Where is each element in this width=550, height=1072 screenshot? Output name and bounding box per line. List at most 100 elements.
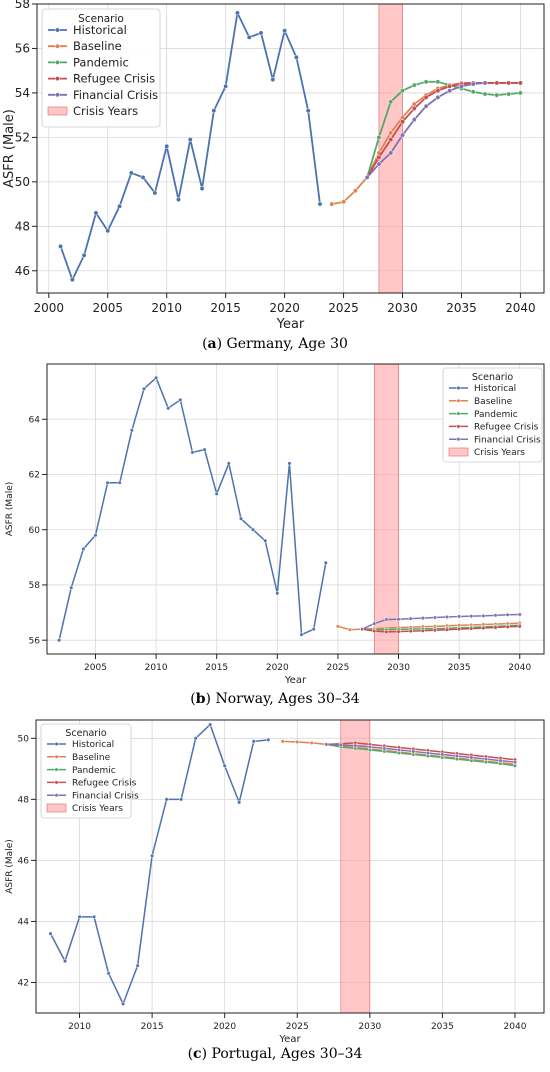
legend-marker-refugee-crisis xyxy=(456,424,461,429)
data-point-refugee-crisis xyxy=(469,626,474,631)
legend-marker-financial-crisis xyxy=(54,793,59,798)
y-tick-label: 44 xyxy=(18,918,30,928)
caption-text: ) Portugal, Ages 30–34 xyxy=(202,1046,363,1062)
data-point-historical xyxy=(141,386,147,391)
data-point-historical xyxy=(58,243,64,249)
legend-swatch-crisis-years xyxy=(47,106,68,116)
data-point-historical xyxy=(48,931,53,936)
legend-marker-historical xyxy=(55,27,60,33)
data-point-historical xyxy=(263,538,268,543)
figure-caption: (a) Germany, Age 30 xyxy=(202,336,348,352)
data-point-historical xyxy=(251,527,256,532)
x-axis-title: Year xyxy=(278,1034,301,1045)
data-point-financial-crisis xyxy=(425,750,430,756)
data-point-baseline xyxy=(335,624,340,629)
legend-label-baseline: Baseline xyxy=(73,39,122,53)
y-tick-label: 58 xyxy=(15,0,30,11)
data-point-baseline xyxy=(329,201,335,207)
x-tick-label: 2015 xyxy=(141,1022,164,1032)
data-point-refugee-crisis xyxy=(447,83,453,89)
data-point-historical xyxy=(258,30,264,36)
data-point-historical xyxy=(62,959,68,964)
data-point-historical xyxy=(57,638,62,643)
y-tick-label: 60 xyxy=(29,526,41,536)
data-point-baseline xyxy=(341,199,347,205)
data-point-financial-crisis xyxy=(454,753,459,759)
data-point-historical xyxy=(266,737,271,742)
data-point-historical xyxy=(154,375,159,380)
data-point-refugee-crisis xyxy=(411,106,417,111)
data-point-historical xyxy=(164,797,169,802)
data-point-historical xyxy=(117,480,122,485)
caption-text: ) Norway, Ages 30–34 xyxy=(206,691,360,707)
y-tick-label: 52 xyxy=(15,131,30,145)
data-point-refugee-crisis xyxy=(420,628,425,633)
plot-frame xyxy=(35,719,545,1014)
data-point-financial-crisis xyxy=(517,612,522,617)
data-point-historical xyxy=(129,428,134,433)
legend-marker-historical xyxy=(54,741,59,747)
x-tick-label: 2005 xyxy=(92,301,123,315)
data-point-historical xyxy=(305,108,311,114)
data-point-financial-crisis xyxy=(372,621,377,626)
data-point-financial-crisis xyxy=(396,617,401,622)
legend-marker-pandemic xyxy=(456,411,461,416)
data-point-financial-crisis xyxy=(469,755,474,760)
x-tick-label: 2035 xyxy=(431,1022,454,1032)
legend-label-crisis-years: Crisis Years xyxy=(72,804,123,814)
data-point-historical xyxy=(92,914,97,919)
x-tick-label: 2005 xyxy=(84,663,107,673)
data-point-pandemic xyxy=(512,763,518,768)
data-point-historical xyxy=(81,252,87,258)
legend-label-historical: Historical xyxy=(72,740,114,750)
data-point-historical xyxy=(93,210,99,216)
data-point-historical xyxy=(77,914,82,919)
data-point-pandemic xyxy=(423,79,429,85)
legend-title: Scenario xyxy=(472,372,513,383)
data-point-historical xyxy=(208,722,213,727)
data-point-refugee-crisis xyxy=(457,627,462,632)
caption-text: ) Germany, Age 30 xyxy=(217,336,348,352)
y-tick-label: 48 xyxy=(15,220,30,234)
legend-title: Scenario xyxy=(78,13,124,25)
data-point-refugee-crisis xyxy=(481,625,486,631)
data-point-historical xyxy=(135,963,140,968)
data-point-refugee-crisis xyxy=(388,137,394,143)
data-point-historical xyxy=(275,591,280,596)
data-point-refugee-crisis xyxy=(396,629,401,634)
data-point-historical xyxy=(152,190,158,196)
data-point-historical xyxy=(237,800,242,805)
data-point-refugee-crisis xyxy=(408,629,413,634)
data-point-financial-crisis xyxy=(444,614,450,620)
data-point-historical xyxy=(211,108,217,114)
data-point-financial-crisis xyxy=(420,616,425,621)
data-point-pandemic xyxy=(482,91,488,97)
caption-letter: a xyxy=(208,336,217,352)
legend-label-refugee-crisis: Refugee Crisis xyxy=(474,423,539,433)
data-point-historical xyxy=(287,461,292,466)
y-tick-label: 56 xyxy=(29,636,41,646)
y-tick-label: 42 xyxy=(18,979,29,989)
data-point-baseline xyxy=(280,739,285,744)
data-point-refugee-crisis xyxy=(423,94,429,100)
x-tick-label: 2010 xyxy=(68,1022,91,1032)
crisis-years-band xyxy=(373,363,399,655)
series-line-financial-crisis xyxy=(326,743,516,763)
data-point-baseline xyxy=(352,188,358,194)
y-tick-label: 48 xyxy=(18,796,30,806)
data-point-financial-crisis xyxy=(498,758,503,763)
data-point-baseline xyxy=(309,740,314,745)
data-point-refugee-crisis xyxy=(400,119,405,125)
legend-marker-pandemic xyxy=(55,59,60,65)
data-point-financial-crisis xyxy=(338,742,343,748)
legend-marker-financial-crisis xyxy=(456,437,461,442)
data-point-historical xyxy=(164,143,170,149)
data-point-baseline xyxy=(411,101,417,107)
data-point-historical xyxy=(226,461,231,466)
x-axis-title: Year xyxy=(284,675,307,686)
legend-marker-historical xyxy=(456,385,461,391)
data-point-pandemic xyxy=(376,134,382,140)
data-point-historical xyxy=(234,10,240,16)
